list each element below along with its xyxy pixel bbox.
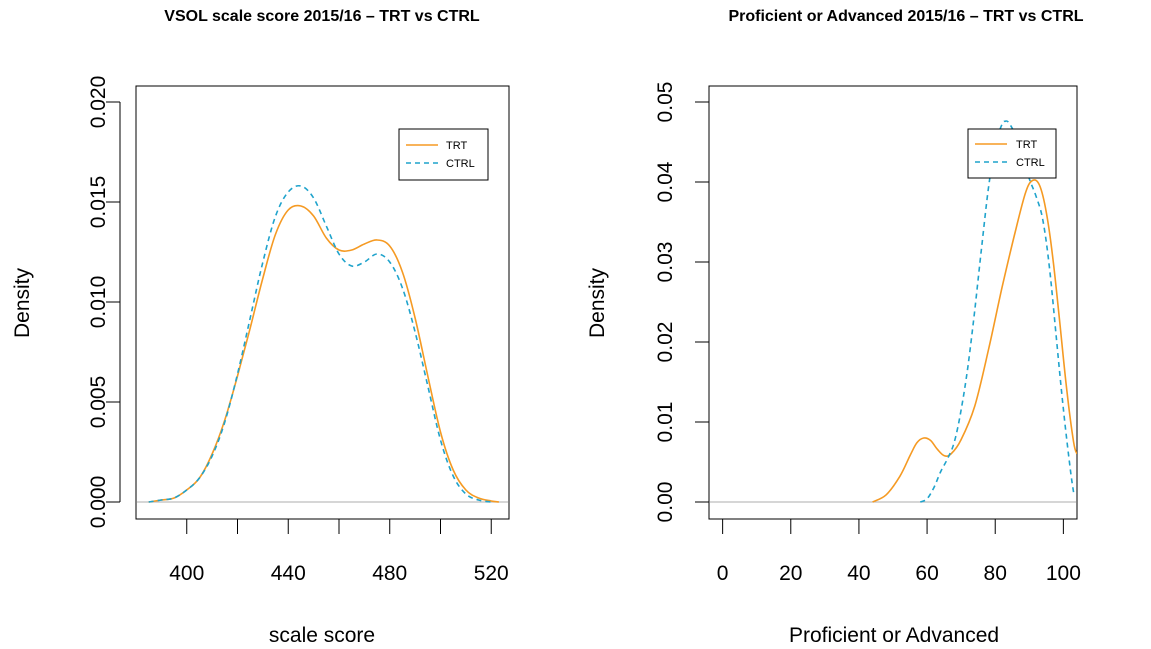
- y-tick-label: 0.03: [654, 242, 677, 283]
- panel-scale-score: VSOL scale score 2015/16 – TRT vs CTRL D…: [11, 8, 510, 647]
- legend-box: [967, 128, 1057, 179]
- y-tick-label: 0.04: [654, 161, 677, 202]
- y-axis: 0.000 0.005 0.010 0.015 0.020: [87, 76, 121, 529]
- y-tick-label: 0.01: [654, 402, 677, 443]
- x-tick-label: 20: [779, 562, 802, 585]
- x-tick-label: 0: [717, 562, 729, 585]
- legend-label-trt: TRT: [1016, 139, 1037, 151]
- x-tick-label: 60: [915, 562, 938, 585]
- x-tick-label: 520: [474, 562, 509, 585]
- chart-title: VSOL scale score 2015/16 – TRT vs CTRL: [164, 8, 480, 25]
- y-tick-label: 0.005: [87, 376, 110, 429]
- x-axis: 400 440 480 520: [169, 518, 509, 585]
- x-tick-label: 80: [984, 562, 1007, 585]
- y-axis: 0.00 0.01 0.02 0.03 0.04 0.05: [654, 82, 710, 523]
- x-tick-label: 100: [1046, 562, 1081, 585]
- legend-label-ctrl: CTRL: [446, 158, 475, 170]
- x-tick-label: 40: [847, 562, 870, 585]
- series-line-trt: [872, 179, 1077, 503]
- legend: TRT CTRL: [967, 128, 1057, 179]
- y-tick-label: 0.00: [654, 482, 677, 523]
- panel-proficient-advanced: Proficient or Advanced 2015/16 – TRT vs …: [586, 8, 1084, 647]
- y-axis-label: Density: [586, 267, 609, 338]
- x-axis-label: scale score: [269, 624, 375, 647]
- legend-label-trt: TRT: [446, 140, 467, 152]
- y-tick-label: 0.010: [87, 276, 110, 329]
- y-tick-label: 0.000: [87, 476, 110, 529]
- y-tick-label: 0.020: [87, 76, 110, 129]
- x-axis: 0 20 40 60 80 100: [717, 518, 1081, 585]
- x-axis-label: Proficient or Advanced: [789, 624, 999, 647]
- chart-title: Proficient or Advanced 2015/16 – TRT vs …: [728, 8, 1083, 25]
- legend-box: [398, 128, 489, 181]
- x-tick-label: 480: [372, 562, 407, 585]
- legend: TRT CTRL: [398, 128, 489, 181]
- y-tick-label: 0.02: [654, 322, 677, 363]
- y-axis-label: Density: [11, 267, 34, 338]
- x-tick-label: 440: [271, 562, 306, 585]
- series-line-ctrl: [148, 184, 492, 503]
- y-tick-label: 0.015: [87, 176, 110, 229]
- x-tick-label: 400: [169, 562, 204, 585]
- legend-label-ctrl: CTRL: [1016, 157, 1045, 169]
- series-line-trt: [148, 204, 500, 503]
- y-tick-label: 0.05: [654, 82, 677, 123]
- series-line-ctrl: [919, 120, 1075, 503]
